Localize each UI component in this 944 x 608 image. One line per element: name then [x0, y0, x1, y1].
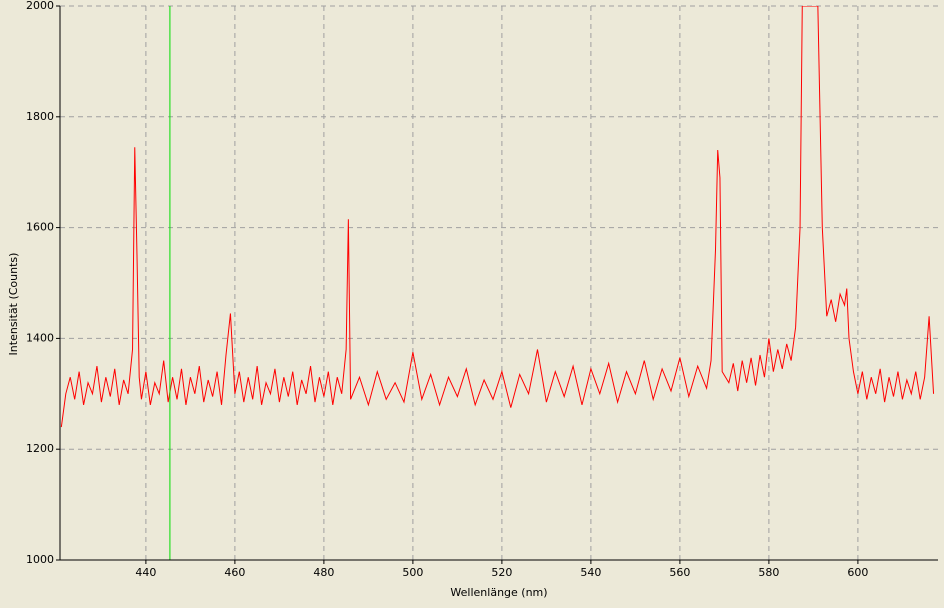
y-axis-label: Intensität (Counts) — [7, 253, 20, 356]
x-tick-label: 500 — [402, 566, 423, 579]
x-tick-label: 460 — [224, 566, 245, 579]
spectrum-line — [60, 6, 935, 428]
x-tick-label: 480 — [313, 566, 334, 579]
y-tick-label: 1800 — [26, 110, 54, 123]
y-tick-label: 2000 — [26, 0, 54, 12]
plot-area — [60, 6, 935, 560]
x-tick-label: 440 — [135, 566, 156, 579]
y-tick-label: 1600 — [26, 221, 54, 234]
y-tick-label: 1400 — [26, 331, 54, 344]
x-tick-label: 560 — [669, 566, 690, 579]
grid — [60, 5, 938, 561]
x-tick-label: 580 — [758, 566, 779, 579]
x-tick-label: 520 — [491, 566, 512, 579]
y-tick-label: 1000 — [26, 553, 54, 566]
x-tick-label: 600 — [847, 566, 868, 579]
y-tick-label: 1200 — [26, 442, 54, 455]
x-axis-label: Wellenlänge (nm) — [450, 586, 547, 599]
x-tick-label: 540 — [580, 566, 601, 579]
